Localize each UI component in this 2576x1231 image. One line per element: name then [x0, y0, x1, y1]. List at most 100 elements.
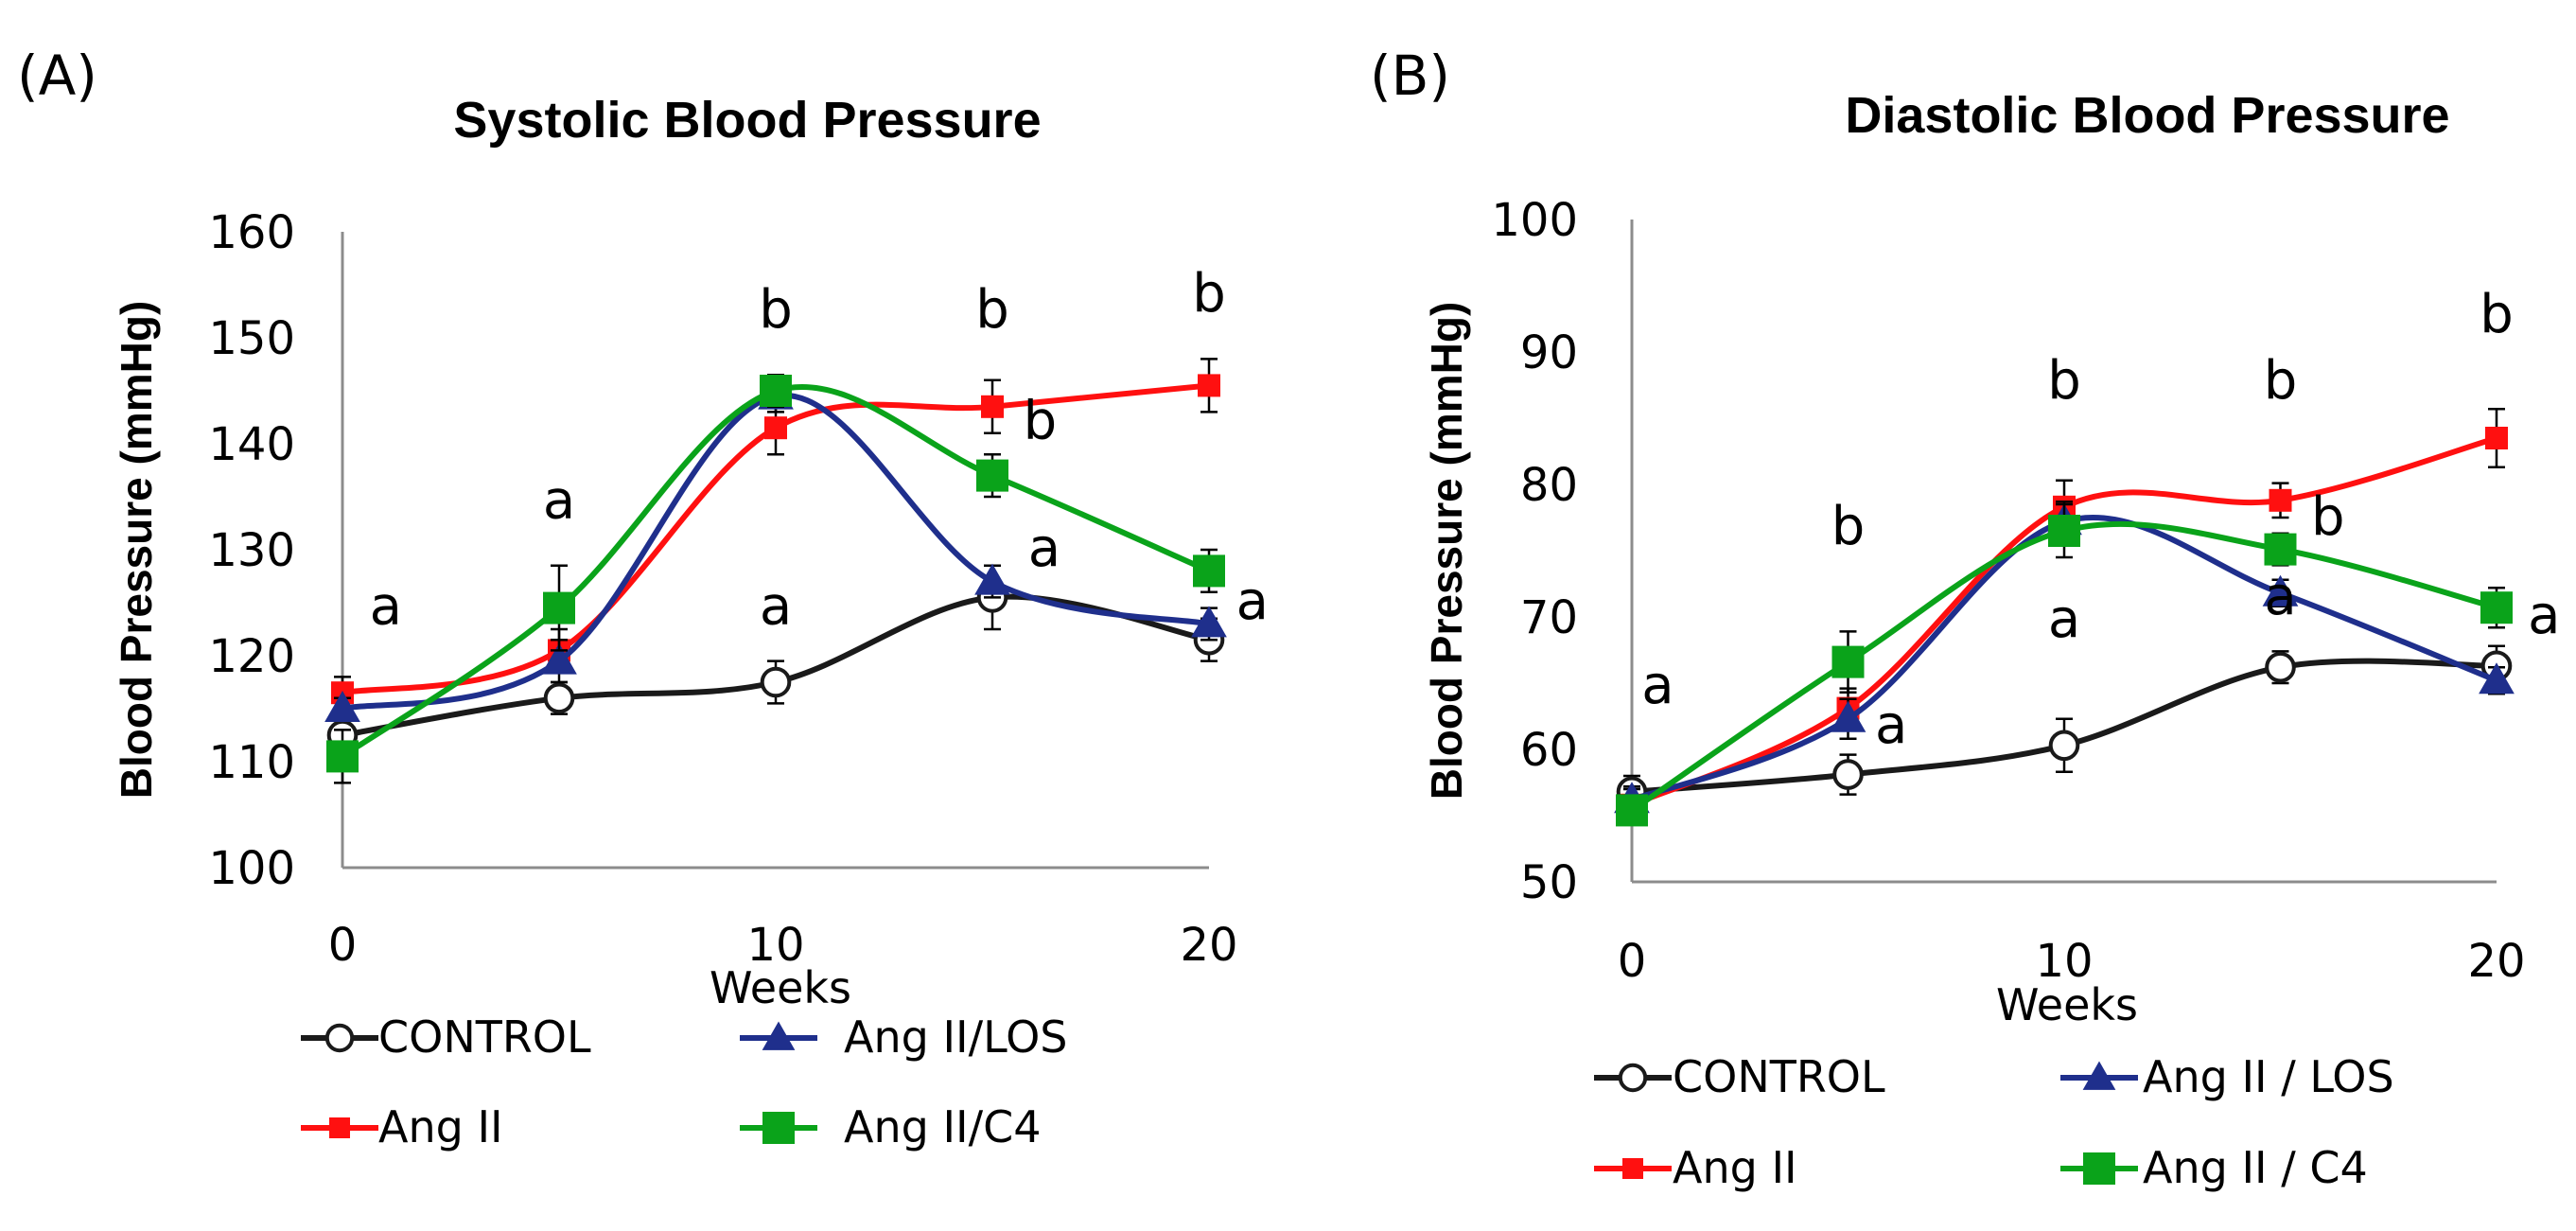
y-tick-label: 90	[1520, 326, 1578, 379]
panel-label: (B)	[1370, 44, 1450, 108]
data-point	[1830, 700, 1866, 732]
chart-title: Systolic Blood Pressure	[453, 92, 1041, 149]
data-point	[2048, 515, 2080, 547]
data-point	[764, 416, 787, 440]
y-tick-label: 100	[1491, 194, 1578, 247]
significance-letter: a	[2048, 589, 2080, 650]
legend-marker	[1622, 1158, 1643, 1179]
legend-label: Ang II / LOS	[2143, 1051, 2394, 1102]
data-point	[2264, 533, 2297, 566]
legend-marker	[762, 1021, 796, 1050]
series-ang-ii-c4	[1616, 502, 2513, 827]
y-tick-label: 160	[208, 206, 295, 259]
data-point	[1832, 759, 1864, 790]
data-point	[326, 740, 359, 773]
x-tick-label: 20	[2467, 935, 2525, 988]
legend-item-ang-ii-los: Ang II / LOS	[2060, 1051, 2394, 1102]
data-point	[2480, 591, 2513, 624]
significance-letter: b	[2311, 486, 2345, 548]
data-point	[541, 642, 577, 675]
significance-letter: b	[975, 279, 1009, 341]
legend-item-ang-ii: Ang II	[301, 1101, 503, 1152]
y-tick-label: 80	[1520, 459, 1578, 512]
y-tick-label: 140	[208, 418, 295, 471]
y-axis-title: Blood Pressure (mmHg)	[112, 301, 161, 800]
significance-letter: a	[1641, 655, 1674, 716]
data-point	[2269, 488, 2292, 512]
data-point	[324, 690, 360, 722]
data-point	[2048, 730, 2080, 762]
significance-letter: a	[370, 575, 402, 637]
x-tick-label: 20	[1180, 919, 1237, 972]
data-point	[1616, 794, 1648, 827]
legend-label: CONTROL	[1673, 1051, 1885, 1102]
x-axis-title: Weeks	[710, 962, 851, 1013]
y-tick-label: 110	[208, 736, 295, 789]
data-point	[760, 666, 792, 698]
x-axis-title: Weeks	[1996, 979, 2138, 1030]
legend-label: Ang II/C4	[844, 1101, 1041, 1152]
legend-marker	[329, 1117, 350, 1138]
chart-panel-a: (A)Systolic Blood Pressure10011012013014…	[17, 44, 1269, 1152]
data-point	[2485, 427, 2508, 449]
chart-panel-b: (B)Diastolic Blood Pressure5060708090100…	[1370, 44, 2560, 1193]
significance-letter: b	[1024, 390, 1058, 451]
data-point	[543, 682, 575, 714]
legend-label: Ang II	[1673, 1142, 1797, 1193]
significance-letter: a	[760, 575, 792, 637]
data-point	[2479, 662, 2515, 695]
legend-item-control: CONTROL	[301, 1011, 591, 1063]
significance-letter: a	[2264, 566, 2296, 627]
legend-marker	[1618, 1063, 1648, 1093]
legend-marker	[762, 1112, 795, 1144]
data-point	[2262, 574, 2299, 607]
y-tick-label: 120	[208, 630, 295, 683]
legend-label: Ang II/LOS	[844, 1011, 1067, 1063]
y-tick-label: 50	[1520, 856, 1578, 909]
data-point	[760, 375, 792, 407]
data-point	[974, 563, 1010, 595]
significance-letter: a	[1028, 518, 1060, 579]
significance-letter: a	[543, 469, 575, 531]
significance-letter: b	[2264, 350, 2298, 412]
data-point	[1191, 606, 1227, 638]
y-tick-label: 100	[208, 842, 295, 895]
legend-item-control: CONTROL	[1594, 1051, 1885, 1102]
significance-letter: b	[2480, 284, 2514, 345]
data-point	[1831, 645, 1865, 678]
x-tick-label: 10	[746, 919, 804, 972]
significance-letter: a	[1236, 571, 1269, 632]
data-point	[981, 395, 1004, 418]
y-axis-title: Blood Pressure (mmHg)	[1422, 302, 1471, 800]
y-tick-label: 70	[1520, 591, 1578, 644]
legend-label: CONTROL	[378, 1011, 591, 1063]
legend-label: Ang II / C4	[2143, 1142, 2368, 1193]
significance-letter: b	[2047, 350, 2081, 412]
legend-item-ang-ii-c4: Ang II/C4	[740, 1101, 1041, 1152]
data-point	[1198, 374, 1220, 397]
significance-letter: a	[1875, 695, 1907, 756]
significance-letter: a	[2528, 585, 2560, 646]
x-tick-label: 0	[1618, 935, 1647, 988]
legend-item-ang-ii-los: Ang II/LOS	[740, 1011, 1067, 1063]
significance-letter: b	[759, 279, 793, 341]
series-ang-ii-c4	[326, 373, 1225, 784]
chart-title: Diastolic Blood Pressure	[1845, 87, 2449, 144]
y-tick-label: 60	[1520, 724, 1578, 777]
x-tick-label: 10	[2035, 935, 2093, 988]
panel-label: (A)	[17, 44, 97, 108]
significance-letter: b	[1192, 263, 1226, 325]
legend-marker	[2082, 1061, 2116, 1090]
data-point	[2265, 651, 2296, 683]
data-point	[976, 459, 1008, 492]
legend-item-ang-ii: Ang II	[1594, 1142, 1797, 1193]
data-point	[543, 591, 575, 624]
legend-marker	[2083, 1152, 2115, 1185]
y-tick-label: 130	[208, 524, 295, 577]
legend-item-ang-ii-c4: Ang II / C4	[2060, 1142, 2368, 1193]
x-tick-label: 0	[328, 919, 358, 972]
legend-label: Ang II	[378, 1101, 503, 1152]
data-point	[1193, 554, 1225, 588]
significance-letter: b	[1831, 496, 1866, 557]
